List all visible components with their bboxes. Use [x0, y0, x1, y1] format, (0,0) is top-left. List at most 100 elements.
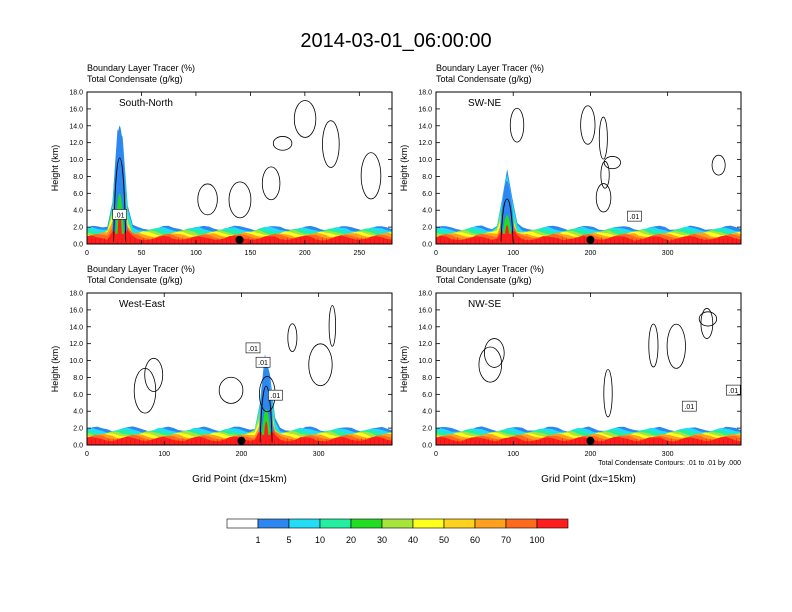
condensate-contour: [261, 166, 281, 201]
colorbar-label: 60: [470, 535, 480, 545]
y-tick-label: 6.0: [73, 191, 83, 198]
y-tick-label: 10.0: [69, 358, 83, 365]
colorbar-label: 100: [529, 535, 544, 545]
y-tick-label: 16.0: [418, 106, 432, 113]
panel-nw-se: .01 .01 0.0 2.0 4.0 6.0 8.0 10.0 12.0 14.0 16.0 18.…: [399, 264, 742, 485]
condensate-contour: [600, 161, 610, 189]
x-tick-label: 200: [585, 250, 597, 257]
y-tick-label: 14.0: [69, 324, 83, 331]
condensate-contour: [666, 323, 686, 369]
y-tick-label: 10.0: [418, 157, 432, 164]
colorbar-label: 50: [439, 535, 449, 545]
x-tick-label: 100: [507, 250, 519, 257]
contour-label: .01: [271, 393, 281, 400]
tracer-layer-sw-ne-7: [436, 219, 741, 244]
y-tick-label: 16.0: [69, 307, 83, 314]
y-tick-label: 6.0: [422, 191, 432, 198]
colorbar-label: 1: [255, 535, 260, 545]
condensate-label: Total Condensate (g/kg): [436, 74, 532, 84]
colorbar-swatch: [474, 518, 507, 529]
x-tick-label: 0: [434, 250, 438, 257]
y-tick-label: 12.0: [69, 140, 83, 147]
y-tick-label: 0.0: [422, 443, 432, 450]
x-tick-label: 100: [158, 451, 170, 458]
y-axis-label: Height (km): [399, 346, 409, 393]
condensate-contour: [228, 181, 252, 219]
location-marker: [586, 436, 595, 445]
y-tick-label: 8.0: [73, 375, 83, 382]
tracer-label: Boundary Layer Tracer (%): [87, 264, 195, 274]
y-tick-label: 2.0: [73, 426, 83, 433]
y-tick-label: 4.0: [73, 208, 83, 215]
colorbar-swatch: [412, 518, 445, 529]
y-tick-label: 14.0: [418, 123, 432, 130]
condensate-contour: [360, 152, 382, 200]
colorbar-swatch: [257, 518, 290, 529]
x-tick-label: 100: [190, 250, 202, 257]
y-axis-label: Height (km): [399, 145, 409, 192]
y-tick-label: 2.0: [422, 426, 432, 433]
x-tick-label: 0: [434, 451, 438, 458]
plume-west-east: [258, 363, 274, 433]
plot-area-west-east: [87, 305, 392, 445]
y-tick-label: 8.0: [422, 174, 432, 181]
x-tick-label: 0: [85, 451, 89, 458]
y-tick-label: 14.0: [69, 123, 83, 130]
condensate-contour: [287, 323, 298, 352]
y-tick-label: 12.0: [418, 140, 432, 147]
panel-west-east: .01.01.010.02.04.06.08.010.012.014.016.0…: [50, 264, 393, 485]
x-tick-label: 200: [299, 250, 311, 257]
y-tick-label: 0.0: [422, 242, 432, 249]
plot-area-sw-ne: [436, 105, 741, 244]
condensate-contour: [328, 305, 337, 347]
condensate-contour: [322, 120, 340, 168]
condensate-contour: [509, 107, 525, 143]
condensate-contour: [293, 100, 317, 138]
y-tick-label: 14.0: [418, 324, 432, 331]
condensate-contour: [144, 357, 164, 392]
condensate-contour: [218, 376, 244, 404]
x-tick-label: 150: [245, 250, 257, 257]
tracer-layer-south-north-0: [87, 129, 392, 244]
colorbar-swatch: [288, 518, 321, 529]
x-axis-label: Grid Point (dx=15km): [192, 474, 287, 485]
y-tick-label: 18.0: [418, 90, 432, 97]
tracer-layer-west-east-7: [87, 415, 392, 445]
y-tick-label: 0.0: [73, 443, 83, 450]
condensate-contour: [603, 156, 621, 170]
plot-area-south-north: [87, 100, 392, 244]
condensate-contour: [648, 323, 659, 368]
y-tick-label: 8.0: [73, 174, 83, 181]
tracer-label: Boundary Layer Tracer (%): [436, 264, 544, 274]
condensate-contour: [197, 183, 218, 216]
condensate-contour: [580, 105, 596, 145]
contour-label: .01: [258, 360, 268, 367]
colorbar-label: 5: [286, 535, 291, 545]
plot-frame-south-north: [86, 91, 393, 245]
condensate-label: Total Condensate (g/kg): [436, 275, 532, 285]
condensate-contour: [598, 116, 608, 160]
y-tick-label: 10.0: [418, 358, 432, 365]
location-marker: [237, 436, 246, 445]
condensate-contour: [308, 343, 333, 387]
x-tick-label: 50: [138, 250, 146, 257]
plot-frame-west-east: [86, 292, 393, 446]
tracer-layer-west-east-1: [87, 361, 392, 445]
x-tick-label: 200: [585, 451, 597, 458]
y-tick-label: 18.0: [418, 291, 432, 298]
contour-note: Total Condensate Contours: .01 to .01 by…: [598, 460, 741, 467]
y-tick-label: 16.0: [69, 106, 83, 113]
colorbar-label: 20: [346, 535, 356, 545]
location-marker: [235, 235, 244, 244]
contour-label: .01: [684, 404, 694, 411]
panel-label: West-East: [119, 299, 165, 310]
x-axis-label: Grid Point (dx=15km): [541, 474, 636, 485]
condensate-contour: [698, 311, 718, 327]
plot-frame-sw-ne: [435, 91, 742, 245]
y-tick-label: 4.0: [73, 409, 83, 416]
y-tick-label: 0.0: [73, 242, 83, 249]
y-tick-label: 2.0: [73, 225, 83, 232]
location-marker: [586, 235, 595, 244]
plot-frame-nw-se: [435, 292, 742, 446]
colorbar-label: 40: [408, 535, 418, 545]
